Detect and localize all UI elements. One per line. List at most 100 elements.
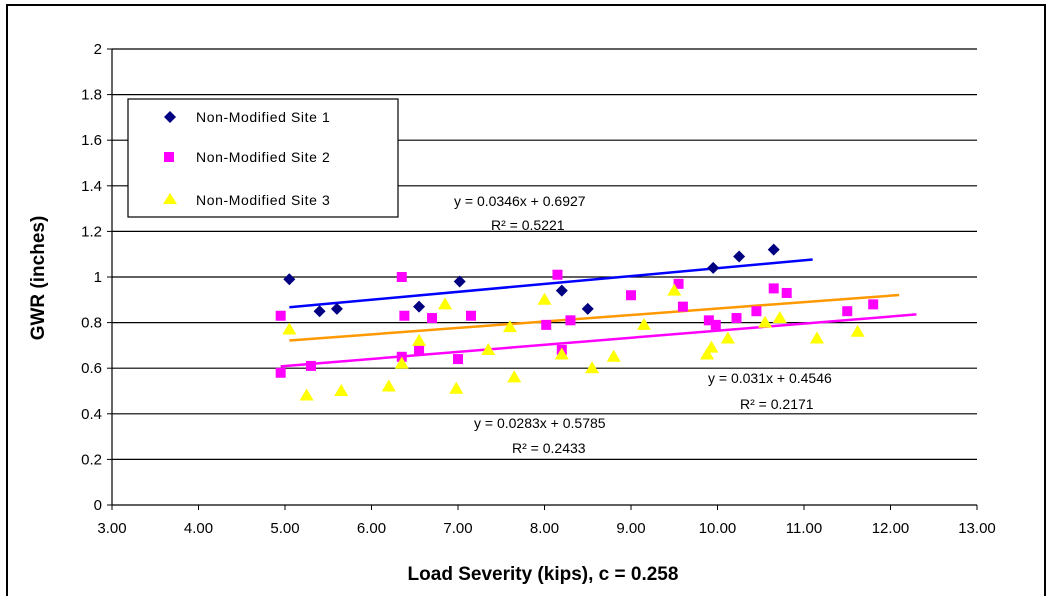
x-tick-label: 8.00 bbox=[530, 520, 559, 537]
y-tick-label: 1.6 bbox=[81, 132, 102, 149]
data-point-site2 bbox=[275, 310, 286, 321]
data-point-site1 bbox=[733, 250, 746, 263]
y-tick-label: 0.4 bbox=[81, 406, 102, 423]
x-tick-label: 6.00 bbox=[357, 520, 386, 537]
data-point-site1 bbox=[283, 273, 296, 286]
data-point-site1 bbox=[313, 305, 326, 318]
chart-frame bbox=[6, 4, 1046, 596]
data-point-site3 bbox=[809, 331, 824, 344]
trendline-site3 bbox=[289, 293, 900, 342]
site1-equation: y = 0.0346x + 0.6927 bbox=[454, 193, 586, 209]
data-point-site1 bbox=[330, 302, 343, 315]
data-point-site3 bbox=[850, 324, 865, 337]
x-tick-label: 7.00 bbox=[443, 520, 472, 537]
x-tick-label: 11.00 bbox=[786, 520, 822, 537]
x-tick-label: 3.00 bbox=[97, 520, 126, 537]
data-point-site3 bbox=[481, 342, 496, 355]
y-tick-label: 0.6 bbox=[81, 360, 102, 377]
data-point-site3 bbox=[704, 340, 719, 353]
data-point-site3 bbox=[299, 388, 314, 401]
x-axis-title: Load Severity (kips), c = 0.258 bbox=[408, 564, 679, 585]
site2-r-squared: R² = 0.2171 bbox=[740, 396, 814, 412]
data-point-site3 bbox=[636, 317, 651, 330]
y-tick-label: 1.8 bbox=[81, 87, 102, 104]
y-tick-label: 1 bbox=[94, 269, 102, 286]
data-point-site1 bbox=[555, 284, 568, 297]
y-tick-label: 2 bbox=[94, 41, 102, 58]
data-point-site2 bbox=[414, 344, 425, 355]
data-point-site2 bbox=[565, 315, 576, 326]
data-point-site2 bbox=[703, 315, 714, 326]
site1-r-squared: R² = 0.5221 bbox=[491, 217, 565, 233]
data-point-site2 bbox=[465, 310, 476, 321]
data-point-site3 bbox=[720, 331, 735, 344]
legend-marker-site2 bbox=[164, 152, 174, 162]
data-point-site3 bbox=[381, 379, 396, 392]
data-point-site3 bbox=[772, 311, 787, 324]
data-point-site3 bbox=[667, 283, 682, 296]
legend-marker-site3 bbox=[163, 193, 177, 204]
x-tick-label: 4.00 bbox=[184, 520, 213, 537]
data-point-site2 bbox=[453, 354, 463, 365]
data-point-site3 bbox=[507, 370, 522, 383]
x-tick-label: 5.00 bbox=[270, 520, 299, 537]
data-point-site1 bbox=[707, 261, 720, 274]
data-point-site3 bbox=[554, 347, 569, 360]
y-tick-label: 0.2 bbox=[81, 451, 102, 468]
data-point-site3 bbox=[606, 349, 621, 362]
y-tick-label: 0.8 bbox=[81, 315, 102, 332]
legend-label-site1: Non-Modified Site 1 bbox=[196, 109, 330, 125]
data-point-site3 bbox=[334, 384, 349, 396]
data-point-site2 bbox=[710, 319, 721, 330]
data-point-site2 bbox=[673, 278, 684, 289]
data-point-site2 bbox=[626, 290, 636, 301]
site3-equation: y = 0.0283x + 0.5785 bbox=[474, 415, 606, 431]
data-point-site2 bbox=[677, 301, 688, 312]
data-point-site2 bbox=[842, 306, 853, 317]
x-tick-label: 12.00 bbox=[872, 520, 910, 537]
data-point-site3 bbox=[394, 356, 409, 369]
data-point-site1 bbox=[413, 300, 426, 313]
legend: Non-Modified Site 1 Non-Modified Site 2 … bbox=[127, 98, 399, 218]
data-point-site2 bbox=[427, 313, 438, 324]
site2-equation: y = 0.031x + 0.4546 bbox=[708, 370, 832, 386]
data-point-site3 bbox=[585, 361, 600, 374]
data-point-site3 bbox=[282, 322, 297, 335]
y-tick-label: 1.2 bbox=[81, 223, 102, 240]
axes: 0 0.2 0.4 0.6 0.8 1 1.2 1.4 1.6 1.8 2 3.00 4.00 5.00 6… bbox=[81, 41, 996, 537]
data-point-site2 bbox=[781, 287, 792, 298]
trendline-labels: y = 0.0346x + 0.6927 R² = 0.5221 y = 0.0… bbox=[454, 193, 832, 456]
data-points bbox=[275, 243, 879, 401]
trendlines bbox=[280, 258, 917, 368]
data-point-site1 bbox=[453, 275, 466, 288]
data-point-site3 bbox=[438, 297, 453, 310]
x-tick-label: 13.00 bbox=[958, 520, 996, 537]
data-point-site1 bbox=[767, 243, 780, 256]
data-point-site3 bbox=[449, 381, 464, 394]
data-point-site2 bbox=[399, 310, 410, 321]
trendline-site2 bbox=[280, 313, 917, 368]
legend-label-site2: Non-Modified Site 2 bbox=[196, 149, 330, 165]
y-tick-label: 1.4 bbox=[81, 178, 102, 195]
x-tick-label: 9.00 bbox=[616, 520, 645, 537]
site3-r-squared: R² = 0.2433 bbox=[512, 440, 586, 456]
y-axis-title: GWR (inches) bbox=[28, 216, 49, 341]
data-point-site2 bbox=[396, 272, 407, 282]
data-point-site3 bbox=[758, 315, 773, 328]
data-point-site3 bbox=[412, 333, 427, 346]
data-point-site1 bbox=[581, 302, 594, 315]
legend-label-site3: Non-Modified Site 3 bbox=[196, 192, 330, 208]
data-point-site2 bbox=[751, 306, 762, 317]
data-point-site2 bbox=[868, 299, 879, 310]
x-tick-label: 10.00 bbox=[699, 520, 737, 537]
data-point-site3 bbox=[537, 292, 552, 305]
data-point-site2 bbox=[541, 319, 552, 330]
data-point-site2 bbox=[768, 283, 779, 294]
legend-marker-site1 bbox=[164, 111, 176, 123]
data-point-site2 bbox=[731, 313, 742, 324]
data-point-site3 bbox=[700, 347, 715, 360]
data-point-site2 bbox=[552, 269, 563, 280]
data-point-site2 bbox=[275, 367, 286, 378]
y-tick-label: 0 bbox=[94, 497, 102, 514]
